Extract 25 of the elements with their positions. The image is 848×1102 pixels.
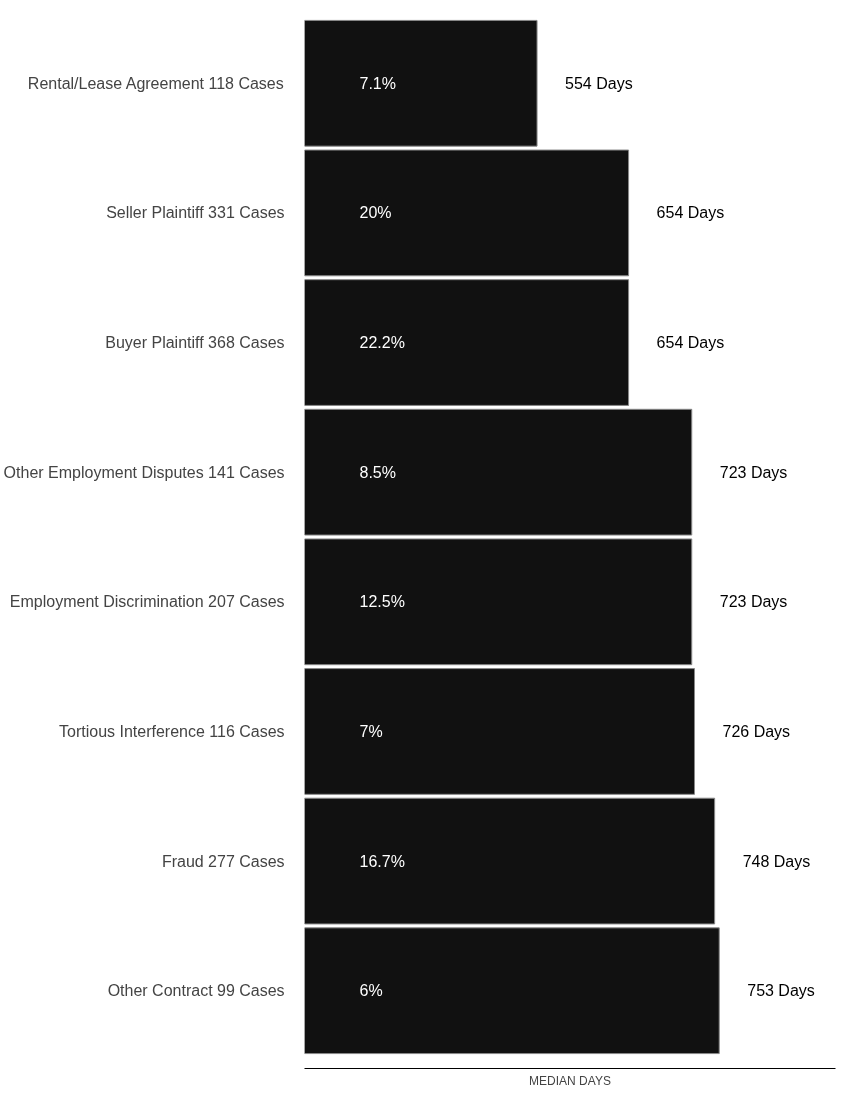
data-label: 654 Days	[656, 334, 725, 352]
annotation: 12.5%	[359, 593, 405, 611]
y-tick-label: Tortious Interference 116 Cases	[59, 722, 285, 740]
annotation: 20%	[359, 204, 392, 222]
annotation: 6%	[359, 982, 383, 1000]
x-axis-title: MEDIAN DAYS	[529, 1073, 611, 1088]
y-tick-label: Seller Plaintiff 331 Cases	[106, 204, 285, 222]
data-label: 723 Days	[719, 463, 788, 481]
data-label: 723 Days	[719, 593, 788, 611]
data-label: 654 Days	[656, 204, 725, 222]
annotation: 7%	[359, 722, 383, 740]
y-tick-label: Buyer Plaintiff 368 Cases	[105, 334, 285, 352]
annotation: 16.7%	[359, 852, 405, 870]
y-tick-label: Other Employment Disputes 141 Cases	[3, 463, 285, 481]
annotation: 22.2%	[359, 334, 405, 352]
y-tick-label: Employment Discrimination 207 Cases	[9, 593, 285, 611]
y-tick-label: Rental/Lease Agreement 118 Cases	[27, 74, 284, 92]
data-label: 748 Days	[742, 852, 811, 870]
annotation: 7.1%	[359, 74, 396, 92]
annotation: 8.5%	[359, 463, 396, 481]
y-tick-label: Other Contract 99 Cases	[107, 982, 285, 1000]
data-label: 554 Days	[565, 74, 633, 92]
data-label: 753 Days	[747, 982, 815, 1000]
y-tick-label: Fraud 277 Cases	[161, 852, 285, 870]
data-label: 726 Days	[722, 722, 791, 740]
